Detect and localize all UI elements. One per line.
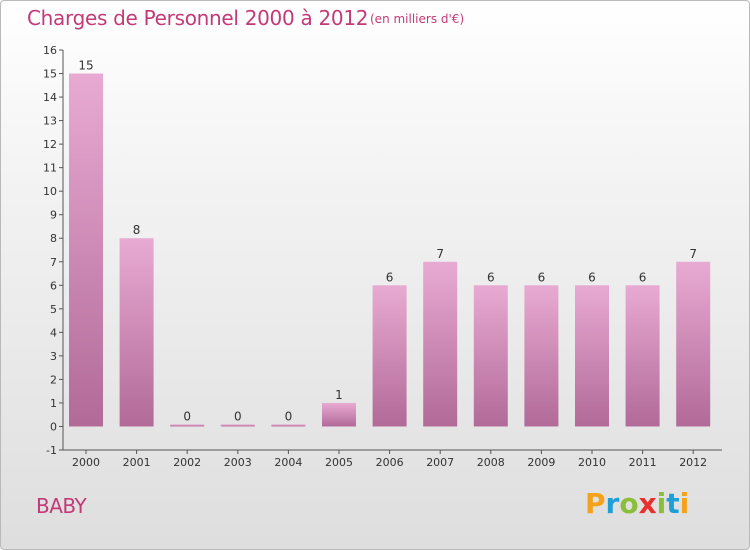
x-tick-label: 2008 xyxy=(477,456,505,469)
y-tick-label: 7 xyxy=(50,256,57,269)
logo-letter: x xyxy=(638,487,657,520)
commune-name: BABY xyxy=(36,494,87,518)
y-tick-label: 2 xyxy=(50,373,57,386)
x-tick-label: 2010 xyxy=(578,456,606,469)
y-tick-label: 1 xyxy=(50,397,57,410)
value-label-2006: 6 xyxy=(386,270,394,284)
x-tick-label: 2001 xyxy=(123,456,151,469)
bar-2005 xyxy=(322,402,356,427)
value-label-2011: 6 xyxy=(639,270,647,284)
proxiti-logo: Proxiti xyxy=(585,487,695,527)
logo-letter: i xyxy=(656,487,667,520)
bar-2002 xyxy=(170,424,205,427)
value-label-2007: 7 xyxy=(436,247,444,261)
chart-title: Charges de Personnel 2000 à 2012 xyxy=(27,6,369,30)
x-tick-label: 2002 xyxy=(173,456,201,469)
value-label-2003: 0 xyxy=(234,409,242,423)
x-tick-label: 2012 xyxy=(679,456,707,469)
x-tick-label: 2005 xyxy=(325,456,353,469)
bar-2010 xyxy=(575,285,609,427)
value-label-2004: 0 xyxy=(285,409,293,423)
y-tick-label: 6 xyxy=(50,279,57,292)
value-label-2012: 7 xyxy=(689,247,697,261)
bar-2001 xyxy=(119,238,154,427)
value-label-2008: 6 xyxy=(487,270,495,284)
y-tick-label: 11 xyxy=(43,162,57,175)
y-tick-label: 5 xyxy=(50,303,57,316)
y-tick-label: 9 xyxy=(50,209,57,222)
value-label-2005: 1 xyxy=(335,388,343,402)
bar-2000 xyxy=(69,73,103,427)
value-label-2009: 6 xyxy=(538,270,546,284)
y-tick-label: -1 xyxy=(46,444,57,457)
y-tick-label: 8 xyxy=(50,232,57,245)
value-label-2010: 6 xyxy=(588,270,596,284)
x-tick-label: 2004 xyxy=(274,456,302,469)
y-tick-label: 16 xyxy=(43,44,57,57)
x-tick-label: 2011 xyxy=(629,456,657,469)
value-labels: 15 8 0 0 0 1 6 7 6 6 6 6 7 xyxy=(78,59,697,424)
bar-2008 xyxy=(473,285,508,427)
bar-2012 xyxy=(676,261,711,427)
y-tick-label: 0 xyxy=(50,420,57,433)
bars xyxy=(69,73,711,427)
bar-2006 xyxy=(372,285,407,427)
bar-2007 xyxy=(423,261,458,427)
x-tick-label: 2003 xyxy=(224,456,252,469)
x-tick-label: 2009 xyxy=(527,456,555,469)
bar-2009 xyxy=(524,285,559,427)
y-tick-label: 4 xyxy=(50,326,57,339)
value-label-2000: 15 xyxy=(78,59,93,73)
y-tick-label: 10 xyxy=(43,185,57,198)
x-tick-label: 2006 xyxy=(376,456,404,469)
logo-letter: t xyxy=(666,487,680,520)
bar-2003 xyxy=(220,424,255,427)
bar-2011 xyxy=(625,285,660,427)
logo-letter: i xyxy=(679,487,690,520)
chart-unit: (en milliers d'€) xyxy=(370,12,465,26)
y-tick-label: 15 xyxy=(43,68,57,81)
x-tick-label: 2007 xyxy=(426,456,454,469)
y-tick-label: 3 xyxy=(50,350,57,363)
y-tick-label: 13 xyxy=(43,115,57,128)
logo-letter: r xyxy=(605,487,620,520)
logo-letter: o xyxy=(619,487,639,520)
value-label-2002: 0 xyxy=(183,409,191,423)
value-label-2001: 8 xyxy=(133,223,141,237)
x-tick-label: 2000 xyxy=(72,456,100,469)
y-tick-label: 14 xyxy=(43,91,57,104)
logo-letter: P xyxy=(585,487,606,520)
y-tick-label: 12 xyxy=(43,138,57,151)
bar-2004 xyxy=(271,424,306,427)
